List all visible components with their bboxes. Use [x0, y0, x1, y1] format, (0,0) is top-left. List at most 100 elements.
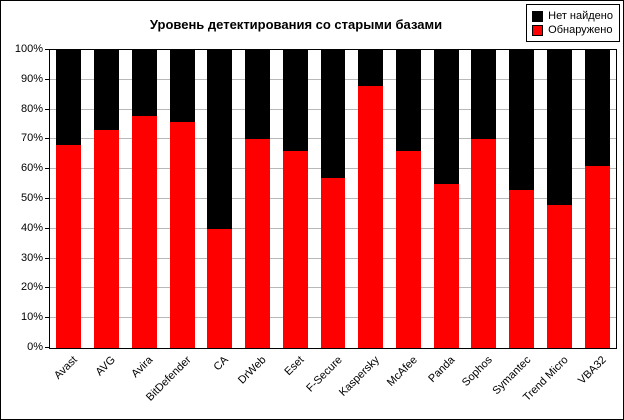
bar-slot: [163, 50, 201, 348]
bar-slot: [578, 50, 616, 348]
bar-slot: [239, 50, 277, 348]
bar-slot: [352, 50, 390, 348]
segment-detected: [169, 121, 195, 348]
legend-swatch-red: [532, 24, 544, 36]
segment-not-found: [207, 50, 233, 229]
bar-avast: [56, 50, 82, 348]
x-axis-label-mcafee: McAfee: [384, 354, 420, 389]
x-axis-label-panda: Panda: [426, 354, 458, 385]
bar-drweb: [245, 50, 270, 348]
bar-f-secure: [320, 50, 346, 348]
y-axis-label: 100%: [14, 43, 43, 55]
segment-not-found: [584, 50, 610, 167]
bar-ca: [207, 50, 233, 348]
bar-trend-micro: [546, 50, 572, 348]
bar-avira: [131, 50, 157, 348]
y-axis-tick: [45, 257, 49, 259]
y-axis-tick: [45, 198, 49, 199]
x-axis-label-sophos: Sophos: [460, 354, 496, 389]
segment-not-found: [56, 50, 82, 146]
y-axis-label: 60%: [20, 162, 43, 175]
x-axis-label-ca: CA: [211, 354, 232, 374]
y-axis-label: 10%: [20, 311, 43, 324]
y-axis-label: 40%: [20, 221, 43, 234]
segment-not-found: [471, 50, 497, 140]
bar-bitdefender: [169, 50, 195, 348]
segment-not-found: [546, 50, 572, 205]
segment-not-found: [282, 50, 308, 152]
segment-detected: [207, 228, 233, 348]
segment-detected: [546, 204, 572, 348]
segment-detected: [433, 184, 459, 348]
y-axis-tick: [45, 317, 49, 319]
bar-slot: [201, 50, 239, 348]
legend: Нет найдено Обнаружено: [526, 4, 620, 42]
bar-eset: [282, 50, 308, 348]
y-axis-label: 20%: [20, 281, 43, 294]
bar-symantec: [509, 50, 535, 348]
bar-slot: [88, 50, 126, 348]
legend-swatch-black: [532, 10, 544, 22]
bar-slot: [465, 50, 503, 348]
y-axis-label: 30%: [20, 251, 43, 264]
x-axis-label-vba32: VBA32: [575, 354, 609, 387]
bar-slot: [427, 50, 465, 348]
y-axis-tick: [45, 347, 49, 348]
segment-not-found: [396, 50, 421, 152]
segment-detected: [131, 115, 157, 348]
segment-not-found: [131, 50, 157, 116]
segment-not-found: [433, 50, 459, 185]
y-axis-label: 70%: [20, 132, 43, 145]
bar-panda: [433, 50, 459, 348]
plot-area: [49, 49, 617, 349]
bar-slot: [276, 50, 314, 348]
segment-not-found: [245, 50, 270, 140]
bar-slot: [503, 50, 541, 348]
y-axis-tick: [45, 287, 49, 289]
segment-detected: [584, 166, 610, 348]
bar-slot: [314, 50, 352, 348]
y-axis-label: 50%: [20, 192, 43, 204]
segment-detected: [358, 85, 384, 348]
segment-not-found: [169, 50, 195, 122]
y-axis-tick: [45, 138, 49, 140]
segment-detected: [282, 151, 308, 348]
segment-detected: [320, 178, 346, 348]
segment-detected: [245, 139, 270, 348]
x-axis-label-avast: Avast: [52, 354, 81, 382]
bar-slot: [50, 50, 88, 348]
bar-vba32: [584, 50, 610, 348]
segment-detected: [509, 190, 535, 348]
segment-detected: [396, 151, 421, 348]
bar-mcafee: [396, 50, 421, 348]
bar-avg: [94, 50, 120, 348]
x-axis-label-eset: Eset: [282, 354, 307, 379]
y-axis-tick: [45, 168, 49, 170]
x-axis-label-avg: AVG: [93, 354, 118, 379]
y-axis-tick: [45, 49, 49, 50]
chart-title: Уровень детектирования со старыми базами: [149, 17, 443, 32]
legend-label-detected: Обнаружено: [548, 24, 613, 36]
segment-detected: [94, 130, 120, 348]
y-axis-tick: [45, 108, 49, 110]
y-axis-tick: [45, 227, 49, 229]
x-axis-label-avira: Avira: [129, 354, 156, 381]
bar-sophos: [471, 50, 497, 348]
y-axis-label: 80%: [20, 102, 43, 115]
bar-slot: [541, 50, 579, 348]
x-axis-label-drweb: DrWeb: [236, 354, 269, 387]
legend-item-not-found: Нет найдено: [532, 10, 613, 22]
segment-not-found: [358, 50, 384, 86]
segment-detected: [56, 145, 82, 348]
bars-container: [50, 50, 616, 348]
y-axis-tick: [45, 78, 49, 80]
bar-kaspersky: [358, 50, 384, 348]
segment-not-found: [94, 50, 120, 131]
legend-label-not-found: Нет найдено: [548, 10, 613, 22]
segment-not-found: [320, 50, 346, 179]
bar-slot: [390, 50, 428, 348]
segment-not-found: [509, 50, 535, 191]
y-axis-label: 0%: [27, 341, 43, 353]
segment-detected: [471, 139, 497, 348]
